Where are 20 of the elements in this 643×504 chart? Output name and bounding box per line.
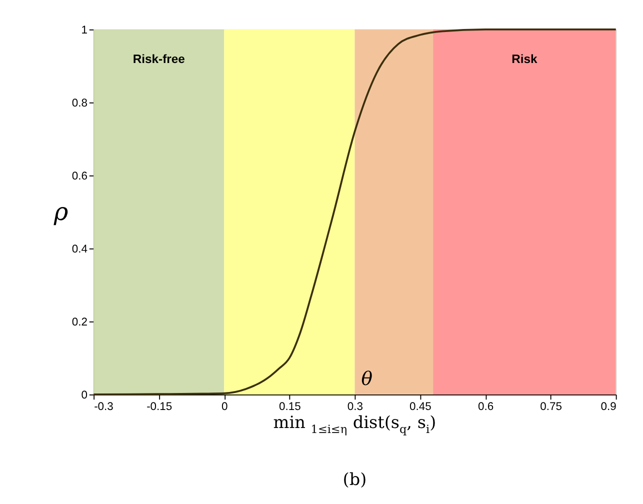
x-tick-label: 0 [222,400,228,413]
y-tick-label: 0.8 [72,98,88,110]
y-tick-label: 0.4 [72,244,88,256]
y-tick-label: 0 [81,390,88,402]
band-label: Risk-free [132,52,186,66]
annotation: θ [361,369,373,390]
x-tick-label: 0.75 [540,400,562,413]
x-tick-label: 0.3 [347,400,363,413]
x-tick-label: -0.3 [94,400,114,413]
y-tick-label: 0.6 [72,170,88,183]
text: (b) [342,469,367,490]
x-tick-label: 0.9 [600,400,616,413]
y-tick-label: 1 [81,24,88,37]
y-tick-label: 0.2 [72,316,88,329]
band-label: Risk [512,52,538,66]
x-tick-label: 0.15 [278,400,301,413]
x-tick-label: 0.45 [410,400,432,413]
x-tick-label: 0.6 [478,400,494,413]
x-tick-label: -0.15 [146,400,172,413]
y-axis-title: ρ [52,196,69,226]
